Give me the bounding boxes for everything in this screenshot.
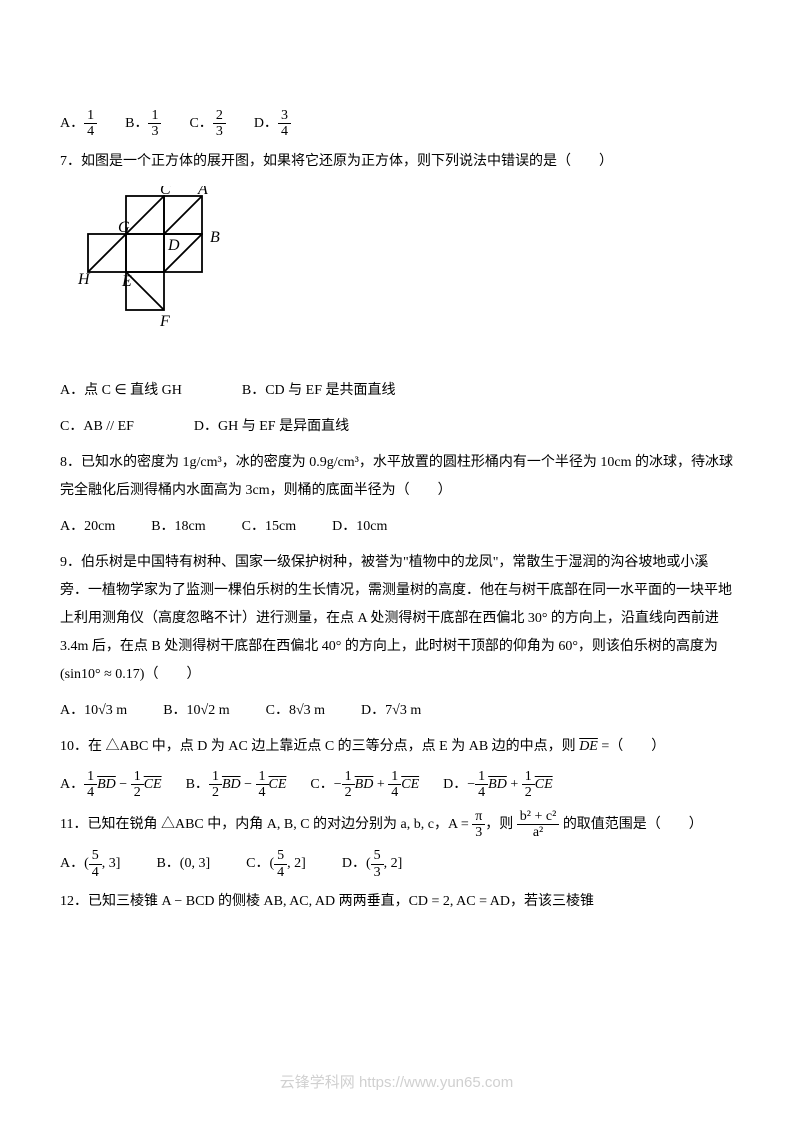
q7-opt-a: A．点 C ∈ 直线 GH (60, 377, 182, 405)
vec-DE: DE (579, 739, 598, 754)
q7-opts-row1: A．点 C ∈ 直线 GH B．CD 与 EF 是共面直线 (60, 377, 733, 405)
q10-opt-c: C．−12BD + 14CE (310, 769, 419, 801)
label-D: D (167, 237, 180, 254)
q11-opt-b: B．(0, 3] (156, 850, 210, 878)
q6-options: A．14 B．13 C．23 D．34 (60, 108, 733, 140)
q9-opt-a: A．10√3 m (60, 697, 127, 725)
q9-opt-d: D．7√3 m (361, 697, 421, 725)
q11-mid: ，则 (485, 817, 517, 832)
label-H: H (77, 271, 91, 288)
q10-opt-d: D．−14BD + 12CE (443, 769, 553, 801)
q9-opt-b: B．10√2 m (163, 697, 229, 725)
q9-options: A．10√3 m B．10√2 m C．8√3 m D．7√3 m (60, 697, 733, 725)
q10-stem: 10．在 △ABC 中，点 D 为 AC 边上靠近点 C 的三等分点，点 E 为… (60, 733, 733, 761)
q11-opt-d: D．(53, 2] (342, 848, 402, 880)
q6-opt-a: A．14 (60, 108, 97, 140)
q10-options: A．14BD − 12CE B．12BD − 14CE C．−12BD + 14… (60, 769, 733, 801)
q12-stem: 12．已知三棱锥 A − BCD 的侧棱 AB, AC, AD 两两垂直，CD … (60, 888, 733, 916)
q7-diagram: C A G D B H E F (60, 186, 733, 367)
q7-opt-c: C．AB // EF (60, 413, 134, 441)
q11-stem: 11．已知在锐角 △ABC 中，内角 A, B, C 的对边分别为 a, b, … (60, 809, 733, 841)
q6-opt-b: B．13 (125, 108, 161, 140)
label-G: G (118, 219, 130, 236)
q7-stem: 7．如图是一个正方体的展开图，如果将它还原为正方体，则下列说法中错误的是（ ） (60, 148, 733, 176)
q7-opt-b: B．CD 与 EF 是共面直线 (242, 377, 396, 405)
q7-opt-d: D．GH 与 EF 是异面直线 (194, 413, 349, 441)
label-B: B (210, 229, 220, 246)
q9-opt-c: C．8√3 m (266, 697, 325, 725)
q11-pre: 11．已知在锐角 △ABC 中，内角 A, B, C 的对边分别为 a, b, … (60, 817, 472, 832)
q11-post: 的取值范围是（ ） (559, 817, 703, 832)
q6-opt-d: D．34 (254, 108, 291, 140)
label-F: F (159, 313, 170, 330)
q10-stem-pre: 10．在 △ABC 中，点 D 为 AC 边上靠近点 C 的三等分点，点 E 为… (60, 739, 579, 754)
q11-options: A．(54, 3] B．(0, 3] C．(54, 2] D．(53, 2] (60, 848, 733, 880)
q8-opt-c: C．15cm (242, 513, 296, 541)
q8-opt-d: D．10cm (332, 513, 387, 541)
label-E: E (121, 273, 132, 290)
q8-opt-b: B．18cm (151, 513, 205, 541)
q10-stem-post: =（ ） (598, 739, 665, 754)
q8-stem: 8．已知水的密度为 1g/cm³，冰的密度为 0.9g/cm³，水平放置的圆柱形… (60, 449, 733, 505)
exam-page: A．14 B．13 C．23 D．34 7．如图是一个正方体的展开图，如果将它还… (0, 0, 793, 964)
q11-opt-c: C．(54, 2] (246, 848, 306, 880)
q11-opt-a: A．(54, 3] (60, 848, 120, 880)
label-A: A (197, 186, 208, 198)
q6-opt-c: C．23 (189, 108, 225, 140)
q8-opt-a: A．20cm (60, 513, 115, 541)
q7-opts-row2: C．AB // EF D．GH 与 EF 是异面直线 (60, 413, 733, 441)
q10-opt-a: A．14BD − 12CE (60, 769, 162, 801)
q9-stem: 9．伯乐树是中国特有树种、国家一级保护树种，被誉为"植物中的龙凤"，常散生于湿润… (60, 549, 733, 689)
label-C: C (160, 186, 171, 198)
q8-options: A．20cm B．18cm C．15cm D．10cm (60, 513, 733, 541)
q10-opt-b: B．12BD − 14CE (186, 769, 287, 801)
page-footer-watermark: 云锋学科网 https://www.yun65.com (0, 1071, 793, 1092)
